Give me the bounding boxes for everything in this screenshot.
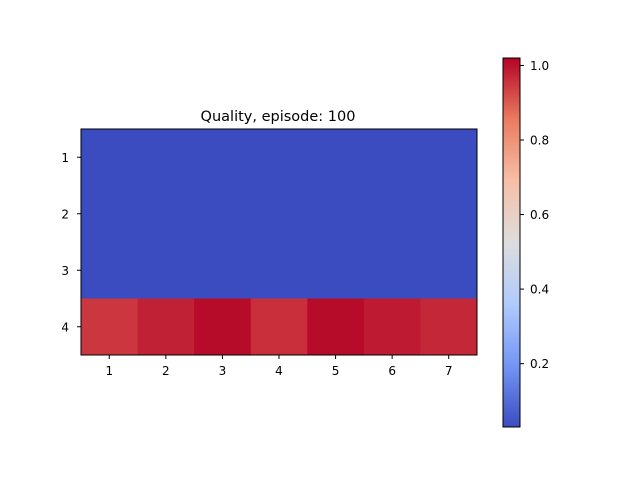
colorbar-tick-label: 0.6 — [530, 208, 549, 222]
x-tick-label: 7 — [445, 364, 453, 378]
x-tick-label: 1 — [105, 364, 113, 378]
heatmap-cell-r1-c6 — [363, 129, 421, 186]
y-axis: 1 2 3 4 — [61, 151, 81, 334]
colorbar-frame — [502, 57, 521, 428]
heatmap-cell-r3-c6 — [363, 242, 421, 299]
x-tick-label: 4 — [275, 364, 283, 378]
x-tick-label: 2 — [162, 364, 170, 378]
chart-title: Quality, episode: 100 — [201, 109, 356, 125]
y-tick-label: 2 — [61, 207, 69, 221]
x-tick-label: 6 — [388, 364, 396, 378]
heatmap-cell-r3-c7 — [420, 242, 478, 299]
heatmap-cells — [81, 129, 478, 356]
colorbar-tick-label: 0.2 — [530, 357, 549, 371]
heatmap-cell-r1-c5 — [307, 129, 365, 186]
x-axis: 1 2 3 4 5 6 7 — [105, 355, 453, 378]
heatmap-cell-r1-c2 — [137, 129, 195, 186]
heatmap-cell-r1-c7 — [420, 129, 478, 186]
heatmap-cell-r4-c1 — [81, 298, 138, 356]
colorbar-gradient — [503, 58, 520, 427]
heatmap-cell-r3-c1 — [81, 242, 138, 299]
heatmap-cell-r3-c5 — [307, 242, 365, 299]
colorbar-tick-label: 1.0 — [530, 59, 549, 73]
heatmap-cell-r2-c6 — [363, 185, 421, 243]
heatmap-cell-r3-c4 — [250, 242, 308, 299]
heatmap-cell-r4-c5 — [307, 298, 365, 356]
heatmap-cell-r4-c6 — [363, 298, 421, 356]
heatmap-cell-r2-c2 — [137, 185, 195, 243]
y-tick-label: 1 — [61, 151, 69, 165]
heatmap-cell-r4-c3 — [194, 298, 252, 356]
heatmap-cell-r4-c4 — [250, 298, 308, 356]
y-tick-label: 4 — [61, 320, 69, 334]
heatmap-cell-r4-c7 — [420, 298, 478, 356]
heatmap-cell-r1-c1 — [81, 129, 138, 186]
heatmap-cell-r2-c7 — [420, 185, 478, 243]
colorbar-axis: 0.2 0.4 0.6 0.8 1.0 — [520, 59, 549, 371]
heatmap-cell-r2-c4 — [250, 185, 308, 243]
heatmap-cell-r1-c4 — [250, 129, 308, 186]
colorbar-tick-label: 0.8 — [530, 134, 549, 148]
heatmap-cell-r1-c3 — [194, 129, 252, 186]
colorbar-tick-label: 0.4 — [530, 283, 549, 297]
heatmap-cell-r2-c3 — [194, 185, 252, 243]
x-tick-label: 3 — [219, 364, 227, 378]
heatmap-cell-r3-c2 — [137, 242, 195, 299]
heatmap-cell-r2-c5 — [307, 185, 365, 243]
heatmap-cell-r4-c2 — [137, 298, 195, 356]
heatmap-cell-r2-c1 — [81, 185, 138, 243]
x-tick-label: 5 — [332, 364, 340, 378]
heatmap-cell-r3-c3 — [194, 242, 252, 299]
y-tick-label: 3 — [61, 264, 69, 278]
